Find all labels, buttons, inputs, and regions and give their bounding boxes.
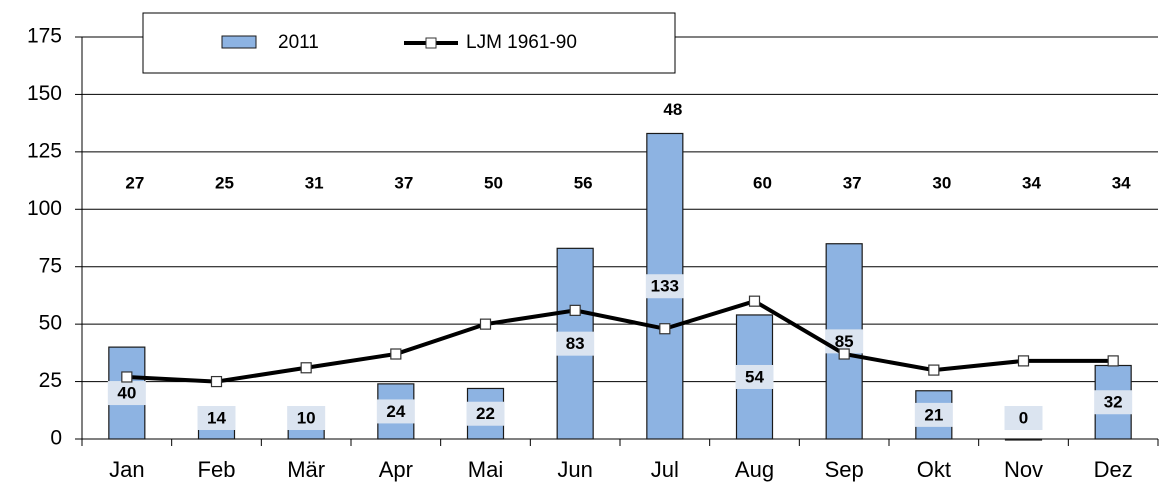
data-label: 34 <box>1112 173 1131 192</box>
data-label: 24 <box>386 402 405 421</box>
data-label: 21 <box>924 405 943 424</box>
data-label: 37 <box>843 173 862 192</box>
line-marker <box>1017 355 1030 367</box>
data-label-box <box>556 331 595 356</box>
line-marker <box>1107 355 1119 367</box>
y-tick-label: 25 <box>39 369 62 392</box>
bar <box>1004 438 1043 441</box>
x-tick-label: Apr <box>379 457 413 482</box>
line-marker <box>210 375 223 388</box>
legend: 2011 LJM 1961-90 <box>142 12 676 74</box>
line <box>126 299 1114 384</box>
legend-marker <box>425 37 437 49</box>
x-tick-label: Jun <box>557 457 592 482</box>
data-label-box <box>376 399 415 424</box>
data-label: 40 <box>117 384 136 403</box>
line-marker <box>838 348 850 360</box>
x-tick-label: Mär <box>287 457 325 482</box>
x-tick-label: Sep <box>825 457 864 482</box>
data-label: 48 <box>663 100 682 119</box>
data-label-box <box>197 406 236 430</box>
line-marker <box>928 364 940 376</box>
data-label: 31 <box>305 173 324 192</box>
line-marker <box>748 295 761 307</box>
x-tick-label: Jan <box>109 457 144 482</box>
y-tick-label: 150 <box>27 82 62 105</box>
x-tick-label: Jul <box>651 457 679 482</box>
data-label: 30 <box>932 173 951 192</box>
x-tick-label: Nov <box>1004 457 1043 482</box>
y-tick-label: 50 <box>39 312 62 335</box>
line-marker <box>659 323 671 335</box>
legend-label: LJM 1961-90 <box>466 32 577 53</box>
x-tick-label: Feb <box>198 457 236 482</box>
data-label: 14 <box>207 408 226 427</box>
data-label: 56 <box>574 173 593 192</box>
legend-label: 2011 <box>278 32 319 53</box>
data-label: 133 <box>651 277 679 296</box>
y-tick-label: 75 <box>39 254 62 277</box>
data-label: 83 <box>566 334 585 353</box>
data-label: 27 <box>125 173 144 192</box>
data-label: 22 <box>476 404 495 423</box>
x-tick-label: Aug <box>735 457 774 482</box>
data-label-box <box>914 402 953 427</box>
line-marker <box>479 318 492 330</box>
data-label-box <box>645 274 684 299</box>
y-tick-label: 125 <box>27 139 62 162</box>
x-tick-label: Okt <box>917 457 951 482</box>
data-label-box <box>1004 406 1043 430</box>
data-label: 34 <box>1022 173 1041 192</box>
data-label-box <box>1094 390 1133 415</box>
line-marker <box>121 371 133 383</box>
y-tick-label: 0 <box>50 427 62 450</box>
data-label-box <box>107 381 146 406</box>
data-label-box <box>466 401 505 426</box>
x-tick-label: Mai <box>468 457 503 482</box>
data-label-box <box>287 406 326 430</box>
data-label: 0 <box>1019 408 1028 427</box>
data-label: 60 <box>753 173 772 192</box>
data-label: 25 <box>215 173 234 192</box>
data-label-box <box>735 364 774 389</box>
y-tick-label: 100 <box>27 197 62 220</box>
x-tick-label: Dez <box>1094 457 1133 482</box>
y-tick-label: 175 <box>27 25 62 48</box>
data-label: 54 <box>745 367 764 386</box>
legend-swatch <box>221 35 257 49</box>
data-label: 32 <box>1104 393 1123 412</box>
line-marker <box>390 348 402 360</box>
data-label: 37 <box>394 173 413 192</box>
data-label: 10 <box>297 408 316 427</box>
data-label: 50 <box>484 173 503 192</box>
line-marker <box>569 304 581 316</box>
data-label: 85 <box>835 332 854 351</box>
line-marker <box>300 362 312 374</box>
